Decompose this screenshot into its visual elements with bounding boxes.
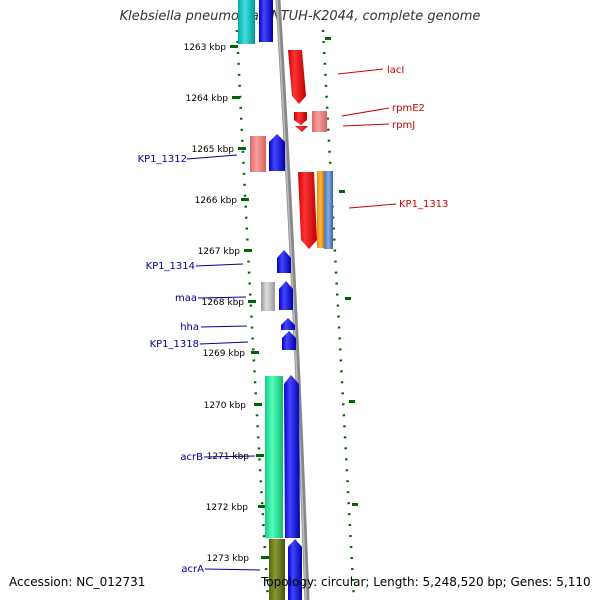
gene-block-pink[interactable] [250, 136, 266, 172]
gene-label-rpmj[interactable]: rpmJ [392, 120, 415, 131]
ring-boundaries [235, 29, 356, 600]
callout-line-maa [197, 296, 247, 299]
coordinate-label: 1272 kbp [206, 503, 249, 513]
callout-line-kp1-1312 [186, 154, 238, 160]
gene-block-cyan[interactable] [238, 0, 255, 44]
genome-backbone [275, 0, 310, 600]
reverse-strand-genes [238, 0, 302, 600]
gene-arrow-blue[interactable] [281, 318, 295, 330]
gene-labels: lacI rpmE2 rpmJ KP1_1313 KP1_1312 KP1_13… [138, 65, 449, 575]
gene-arrow-blue[interactable] [277, 250, 291, 273]
callout-line-rpmj [342, 123, 390, 127]
gene-label-laci[interactable]: lacI [387, 65, 404, 76]
gene-arrow-red[interactable] [294, 112, 307, 125]
callout-line-kp1-1313 [348, 203, 397, 209]
gene-arrow-red[interactable] [295, 126, 308, 132]
gene-block-pink[interactable] [312, 111, 327, 132]
callout-line-acrb [203, 455, 256, 458]
coordinate-label: 1267 kbp [198, 247, 241, 257]
gene-label-rpme2[interactable]: rpmE2 [392, 103, 425, 114]
gene-label-kp1-1313[interactable]: KP1_1313 [399, 199, 448, 210]
callout-line-acra [204, 568, 261, 571]
inner-ring-dots [235, 29, 270, 600]
coordinate-tick [241, 198, 249, 201]
outer-tick [325, 37, 331, 40]
gene-block-olive[interactable] [269, 539, 285, 600]
gene-block-blue[interactable] [259, 0, 273, 42]
gene-label-kp1-1314[interactable]: KP1_1314 [146, 261, 195, 272]
genome-backbone-highlight [276, 0, 307, 600]
coordinate-tick [232, 96, 240, 99]
callout-line-kp1-1314 [195, 263, 244, 267]
callout-line-hha [200, 325, 248, 328]
coordinate-label: 1270 kbp [204, 401, 247, 411]
gene-arrow-blue[interactable] [279, 281, 293, 310]
coordinate-tick [256, 454, 264, 457]
outer-ring-dots [321, 29, 356, 600]
coordinate-label: 1269 kbp [203, 349, 246, 359]
gene-arrow-blue[interactable] [288, 539, 302, 600]
coordinate-label: 1268 kbp [202, 298, 245, 308]
outer-tick [339, 190, 345, 193]
callout-line-laci [337, 68, 384, 75]
gene-label-kp1-1312[interactable]: KP1_1312 [138, 154, 187, 165]
coordinate-label: 1263 kbp [184, 43, 227, 53]
accession-text: Accession: NC_012731 [9, 575, 146, 589]
callout-line-kp1-1318 [199, 341, 249, 345]
gene-label-hha[interactable]: hha [180, 322, 199, 333]
coordinate-tick [261, 556, 269, 559]
forward-strand-genes [288, 50, 333, 249]
gene-block-gray[interactable] [261, 282, 275, 311]
gene-label-kp1-1318[interactable]: KP1_1318 [150, 339, 199, 350]
gene-arrow-red[interactable] [288, 50, 306, 104]
outer-tick [345, 297, 351, 300]
coordinate-tick [230, 45, 238, 48]
outer-tick [352, 503, 358, 506]
gene-label-acra[interactable]: acrA [181, 564, 204, 575]
coordinate-label: 1273 kbp [207, 554, 250, 564]
outer-tick [349, 400, 355, 403]
gene-label-acrb[interactable]: acrB [180, 452, 203, 463]
coordinate-label: 1265 kbp [192, 145, 235, 155]
coordinate-label: 1264 kbp [186, 94, 229, 104]
coordinate-tick [251, 351, 259, 354]
coordinate-tick [258, 505, 266, 508]
gene-arrow-blue[interactable] [269, 134, 285, 171]
gene-arrow-blue[interactable] [284, 375, 300, 538]
gene-arrow-blue[interactable] [282, 331, 296, 350]
callout-line-rpme2 [341, 107, 390, 117]
coordinate-tick [254, 403, 262, 406]
genome-info-text: Topology: circular; Length: 5,248,520 bp… [261, 575, 591, 589]
gene-block-steel[interactable] [324, 171, 333, 249]
coordinate-tick [238, 147, 246, 150]
gene-block-green[interactable] [265, 376, 283, 538]
coordinate-tick [244, 249, 252, 252]
coordinate-label: 1266 kbp [195, 196, 238, 206]
gene-arrow-red[interactable] [298, 172, 317, 249]
gene-label-maa[interactable]: maa [175, 293, 197, 304]
gene-block-orange[interactable] [317, 171, 324, 248]
genome-title: Klebsiella pneumoniae NTUH-K2044, comple… [119, 9, 481, 24]
coordinate-tick [248, 300, 256, 303]
